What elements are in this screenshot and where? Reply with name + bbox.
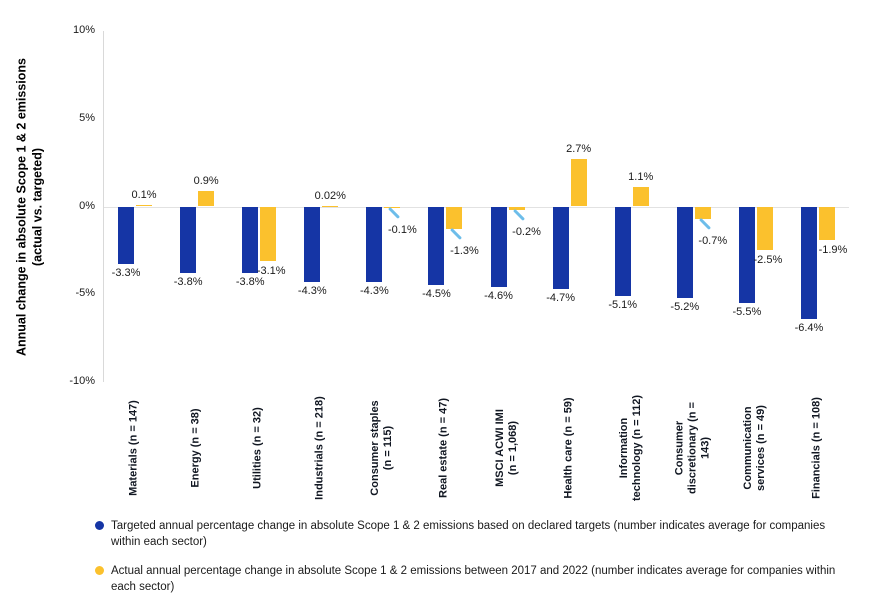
targeted-bar: [428, 206, 445, 286]
legend: Targeted annual percentage change in abs…: [95, 518, 857, 605]
targeted-value-label: -6.4%: [794, 321, 824, 334]
actual-value-label: -2.5%: [753, 254, 783, 267]
x-axis-label: Health care (n = 59): [562, 396, 575, 499]
callout-line: [512, 208, 525, 221]
targeted-bar: [180, 206, 197, 274]
actual-bar: [694, 206, 711, 219]
targeted-bar: [676, 206, 693, 298]
actual-value-label: 2.7%: [566, 143, 592, 156]
targeted-value-label: -4.3%: [360, 284, 389, 297]
targeted-value-label: -4.5%: [422, 288, 451, 301]
actual-value-label: 0.1%: [131, 188, 157, 201]
targeted-value-label: -4.6%: [484, 290, 513, 303]
actual-value-label: 1.1%: [628, 171, 654, 184]
callout-line: [450, 228, 463, 241]
targeted-bar: [366, 206, 383, 282]
x-axis-label: Industrials (n = 218): [313, 395, 326, 500]
targeted-bar: [490, 206, 507, 288]
targeted-value-label: -4.7%: [546, 291, 575, 304]
targeted-bar: [118, 206, 135, 265]
actual-value-label: -3.1%: [256, 264, 286, 277]
targeted-bar: [738, 206, 755, 304]
targeted-value-label: -5.1%: [608, 299, 638, 311]
x-axis-label: Real estate (n = 47): [437, 397, 450, 498]
actual-bar: [508, 206, 525, 210]
actual-bar: [198, 190, 215, 207]
zero-gridline: [104, 206, 849, 208]
y-tick-label: -5%: [75, 287, 95, 300]
targeted-value-label: -4.3%: [297, 284, 327, 297]
legend-item-actual: Actual annual percentage change in absol…: [95, 563, 857, 595]
targeted-value-label: -3.8%: [235, 276, 265, 289]
legend-text-targeted: Targeted annual percentage change in abs…: [111, 520, 826, 549]
targeted-bar: [304, 206, 321, 282]
actual-value-label: -1.3%: [450, 245, 479, 258]
actual-bar: [260, 206, 277, 261]
actual-series-marker-icon: [95, 566, 104, 576]
callout-line: [388, 207, 401, 220]
callout-line: [698, 217, 711, 230]
actual-bar: [818, 206, 835, 240]
y-tick-label: 5%: [79, 111, 95, 124]
legend-item-targeted: Targeted annual percentage change in abs…: [95, 518, 857, 550]
targeted-value-label: -3.8%: [173, 276, 203, 289]
actual-value-label: -0.1%: [388, 224, 417, 237]
y-tick-label: 0%: [79, 199, 95, 212]
targeted-value-label: -5.5%: [732, 306, 762, 319]
plot-area: -3.3% 0.1% -3.8% 0.9% -3.8% -3.1% -4.3% 0.02% -4…: [103, 31, 849, 382]
actual-bar: [322, 205, 339, 207]
actual-bar: [756, 206, 773, 251]
y-tick-label: 10%: [72, 24, 95, 36]
targeted-bar: [800, 206, 817, 319]
x-axis-label: Information technology (n = 112): [617, 394, 643, 501]
x-axis-label: MSCI ACWI IMI (n = 1,068): [493, 408, 519, 487]
legend-text-actual: Actual annual percentage change in absol…: [111, 565, 836, 594]
actual-value-label: -1.9%: [818, 243, 848, 256]
x-axis-label: Consumer discretionary (n = 143): [673, 401, 712, 494]
x-axis-label: Communication services (n = 49): [741, 404, 767, 491]
targeted-bar: [242, 206, 259, 274]
targeted-bar: [614, 206, 631, 296]
y-tick-label: -10%: [69, 375, 95, 387]
actual-bar: [632, 187, 649, 207]
targeted-value-label: -3.3%: [111, 267, 141, 280]
actual-bar: [446, 206, 463, 230]
actual-value-label: 0.02%: [314, 189, 346, 202]
y-axis-title-line1: Annual change in absolute Scope 1 & 2 em…: [14, 57, 29, 356]
actual-bar: [384, 206, 401, 209]
actual-value-label: 0.9%: [193, 174, 219, 187]
x-axis-label: Materials (n = 147): [127, 399, 140, 496]
targeted-value-label: -5.2%: [670, 300, 700, 313]
actual-bar: [570, 159, 587, 207]
actual-bar: [136, 204, 153, 207]
targeted-bar: [552, 206, 569, 289]
targeted-series-marker-icon: [95, 521, 104, 530]
x-axis-labels: Materials (n = 147) Energy (n = 38) Utilit…: [103, 389, 848, 506]
x-axis-label: Utilities (n = 32): [251, 406, 264, 489]
x-axis-label: Energy (n = 38): [189, 407, 202, 488]
x-axis-label: Financials (n = 108): [810, 396, 823, 499]
x-axis-label: Consumer staples (n = 115): [369, 399, 395, 496]
actual-value-label: -0.2%: [512, 226, 541, 238]
actual-value-label: -0.7%: [698, 234, 728, 247]
